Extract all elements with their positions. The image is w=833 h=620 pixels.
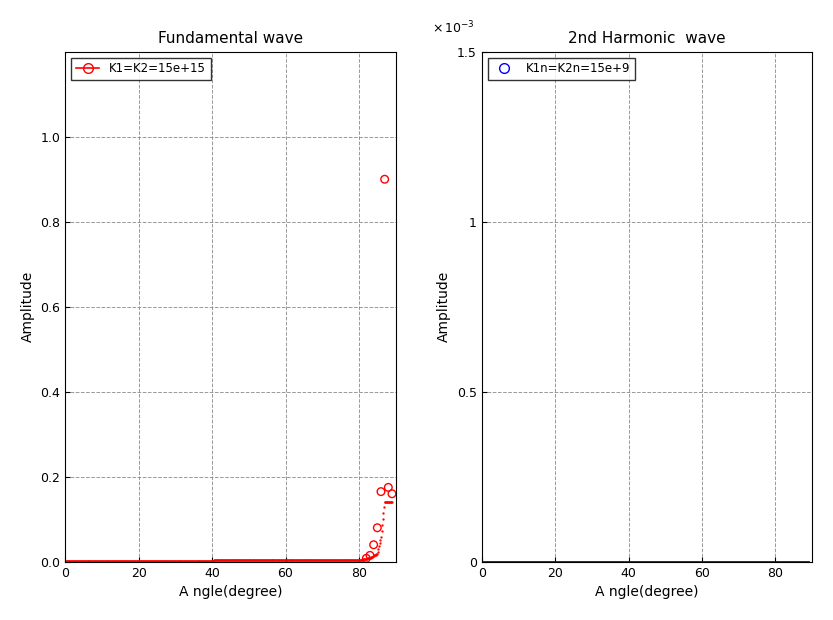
Point bbox=[371, 523, 384, 533]
Point bbox=[367, 540, 381, 550]
Point bbox=[360, 554, 373, 564]
Y-axis label: Amplitude: Amplitude bbox=[21, 271, 35, 342]
Legend: K1=K2=15e+15: K1=K2=15e+15 bbox=[71, 58, 211, 80]
Title: Fundamental wave: Fundamental wave bbox=[158, 32, 303, 46]
Point bbox=[378, 174, 392, 184]
Title: 2nd Harmonic  wave: 2nd Harmonic wave bbox=[568, 32, 726, 46]
Point bbox=[363, 551, 377, 560]
Point bbox=[382, 482, 395, 492]
X-axis label: A ngle(degree): A ngle(degree) bbox=[179, 585, 282, 599]
Legend: K1n=K2n=15e+9: K1n=K2n=15e+9 bbox=[487, 58, 635, 80]
Point bbox=[374, 487, 387, 497]
Text: $\times\,10^{-3}$: $\times\,10^{-3}$ bbox=[432, 20, 475, 37]
Point bbox=[386, 489, 399, 498]
Y-axis label: Amplitude: Amplitude bbox=[437, 271, 451, 342]
X-axis label: A ngle(degree): A ngle(degree) bbox=[596, 585, 699, 599]
